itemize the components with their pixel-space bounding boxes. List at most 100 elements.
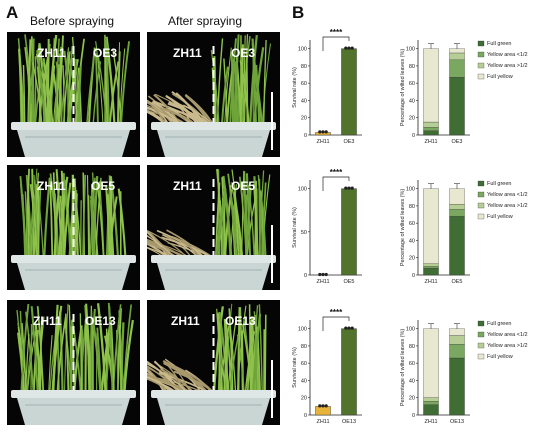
y-tick-label: 20 — [301, 396, 307, 402]
photo-line-label: OE5 — [91, 179, 116, 193]
rice-leaf — [258, 170, 265, 258]
photo-oe13-after: ZH11 OE13 — [147, 300, 280, 425]
rice-leaf — [30, 323, 33, 393]
plant-photo-drawing — [147, 168, 276, 290]
photo-control-label: ZH11 — [173, 46, 202, 60]
plant-photo-drawing — [147, 303, 276, 425]
legend-swatch — [477, 73, 485, 80]
pot-rim — [151, 390, 276, 398]
rice-leaf — [74, 193, 82, 258]
stacked-bar-segment — [449, 188, 465, 205]
significance-stars: **** — [330, 308, 343, 317]
rice-leaf — [224, 47, 232, 125]
x-tick-label: ZH11 — [316, 419, 329, 425]
rice-leaf — [147, 231, 169, 258]
stacked-bar-segment — [449, 52, 465, 61]
rice-leaf — [49, 180, 54, 258]
photo-line-label: OE5 — [231, 179, 256, 193]
stacked-bar-segment — [423, 127, 439, 131]
rice-leaf — [241, 35, 251, 125]
bar — [341, 328, 357, 416]
rice-leaf — [221, 177, 227, 258]
significance-stars: **** — [330, 28, 343, 37]
x-tick-label: OE3 — [451, 139, 462, 145]
photo-control-label: ZH11 — [33, 314, 62, 328]
rice-leaf — [90, 192, 95, 258]
stacked-bar-segment — [449, 328, 465, 336]
rice-leaf — [252, 318, 256, 393]
y-tick-label: 100 — [298, 47, 307, 53]
legend-swatch — [477, 62, 485, 69]
photo-control-label: ZH11 — [171, 314, 200, 328]
data-point — [321, 272, 325, 277]
data-point — [350, 186, 354, 190]
data-point — [350, 46, 354, 50]
rice-leaf — [261, 43, 272, 125]
rice-leaf — [108, 61, 120, 125]
x-tick-label: ZH11 — [316, 139, 329, 145]
rice-leaf — [228, 320, 237, 393]
stacked-bar-segment — [423, 397, 439, 402]
x-tick-label: ZH11 — [424, 139, 437, 145]
y-tick-label: 40 — [409, 238, 415, 244]
rice-leaf — [96, 303, 107, 393]
rice-leaf — [147, 360, 181, 393]
rice-leaf — [36, 50, 46, 125]
y-tick-label: 20 — [409, 396, 415, 402]
rice-leaf — [213, 56, 217, 125]
rice-leaf — [56, 316, 67, 393]
legend-label: Yellow area <1/2 — [487, 52, 528, 58]
data-point — [321, 404, 325, 408]
y-tick-label: 100 — [406, 187, 415, 193]
stacked-bar-segment — [449, 344, 465, 359]
legend-label: Yellow area >1/2 — [487, 63, 528, 69]
legend-label: Full yellow — [487, 214, 513, 220]
rice-leaf — [217, 195, 227, 258]
y-axis-label: Survival rate (%) — [292, 347, 298, 388]
stacked-bar-segment — [423, 121, 439, 128]
chart-0: 0 20 40 60 80 100 Survival rate (%) ZH11 OE3 **** — [292, 28, 362, 145]
rice-leaf — [20, 303, 30, 393]
rice-leaf — [147, 99, 174, 125]
stacked-bar-segment — [449, 335, 465, 345]
legend-swatch — [477, 353, 485, 360]
y-tick-label: 50 — [301, 230, 307, 236]
rice-leaf — [147, 235, 175, 258]
x-tick-label: OE5 — [451, 279, 462, 285]
rice-leaf — [123, 319, 134, 393]
rice-leaf — [244, 331, 255, 393]
rice-leaf — [223, 318, 229, 393]
pot-rim — [11, 122, 136, 130]
rice-leaf — [48, 335, 53, 393]
rice-leaf — [162, 360, 208, 393]
rice-leaf — [229, 191, 238, 258]
panel-a-letter: A — [6, 3, 19, 22]
photo-oe13-before: ZH11 OE13 — [7, 300, 140, 425]
rice-leaf — [231, 169, 242, 258]
photo-control-label: ZH11 — [173, 179, 202, 193]
legend-swatch — [477, 180, 485, 187]
photo-oe3-after: ZH11 OE3 — [147, 32, 280, 157]
y-tick-label: 60 — [301, 81, 307, 87]
x-tick-label: ZH11 — [316, 279, 329, 285]
legend-swatch — [477, 202, 485, 209]
legend-label: Yellow area >1/2 — [487, 343, 528, 349]
rice-leaf — [17, 326, 26, 393]
rice-leaf — [147, 100, 173, 125]
stacked-bar-segment — [423, 130, 439, 136]
y-tick-label: 0 — [304, 273, 307, 279]
rice-leaf — [97, 55, 108, 125]
data-point — [350, 326, 354, 330]
y-tick-label: 0 — [412, 273, 415, 279]
rice-leaf — [216, 38, 224, 125]
stacked-bar-segment — [423, 328, 439, 398]
stacked-bar-segment — [423, 401, 439, 405]
rice-leaf — [233, 34, 240, 125]
rice-leaf — [104, 37, 110, 125]
stacked-bar-segment — [449, 59, 465, 78]
data-point — [347, 326, 351, 330]
legend-label: Full yellow — [487, 74, 513, 80]
rice-leaf — [79, 313, 83, 393]
